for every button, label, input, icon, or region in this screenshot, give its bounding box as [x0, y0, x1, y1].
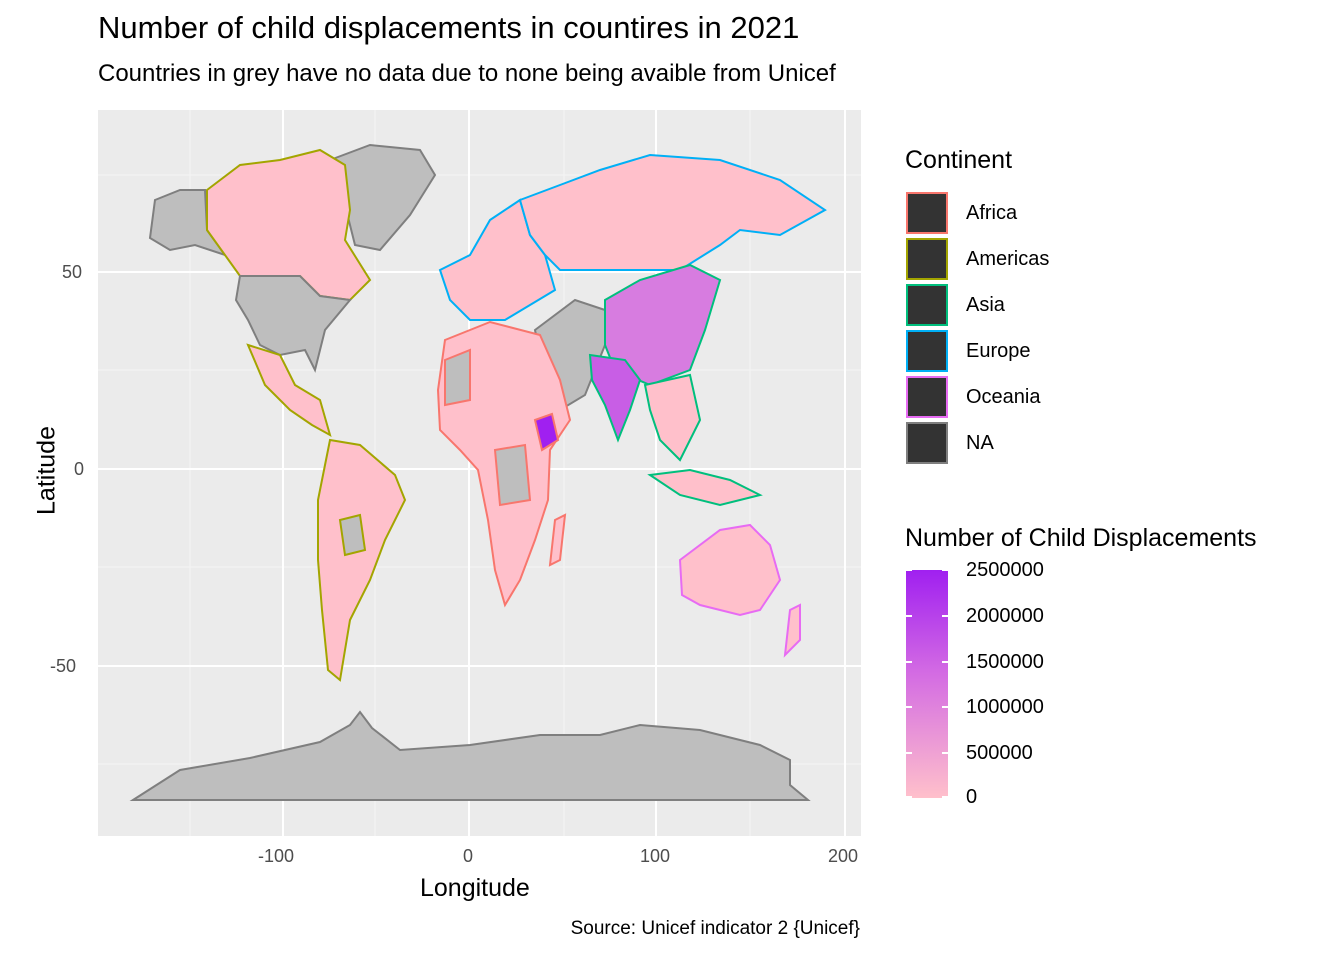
legend-label: Americas: [966, 248, 1050, 270]
region-australia: [678, 523, 782, 617]
colorbar-label: 1500000: [966, 651, 1044, 673]
region-madagascar: [548, 513, 567, 567]
fill-legend-title: Number of Child Displacements: [905, 524, 1257, 552]
region-africa-nodata-central: [493, 443, 532, 507]
colorbar-tick: [942, 706, 948, 708]
legend-label: Asia: [966, 294, 1005, 316]
region-africa-nodata-north: [444, 348, 471, 407]
colorbar-label: 1000000: [966, 696, 1044, 718]
colorbar-tick: [906, 752, 912, 754]
region-ethiopia: [533, 412, 560, 452]
colorbar-tick: [906, 615, 912, 617]
region-se-asia: [643, 373, 702, 462]
colorbar-label: 500000: [966, 742, 1033, 764]
chart-title: Number of child displacements in countir…: [98, 10, 800, 45]
colorbar-tick: [942, 661, 948, 663]
legend-key-africa: [906, 192, 948, 234]
colorbar-tick: [906, 706, 912, 708]
region-new-zealand: [783, 603, 801, 658]
legend-key-americas: [906, 238, 948, 280]
x-tick-label: -100: [258, 846, 295, 866]
y-tick-label: 50: [62, 262, 83, 282]
y-tick-label: 0: [74, 459, 85, 479]
region-canada: [206, 148, 372, 302]
colorbar-tick: [942, 796, 948, 798]
region-south-america: [317, 438, 407, 682]
region-europe: [438, 198, 557, 321]
legend-label: Africa: [966, 202, 1018, 224]
x-tick-label: 200: [828, 846, 859, 866]
region-usa: [234, 275, 352, 373]
colorbar-label: 2000000: [966, 605, 1044, 627]
legend-label: Europe: [966, 340, 1031, 362]
region-indonesia: [647, 468, 763, 507]
x-axis-title: Longitude: [420, 874, 530, 902]
chart-subtitle: Countries in grey have no data due to no…: [98, 60, 836, 87]
x-tick-label: 100: [640, 846, 671, 866]
legend-key-asia: [906, 284, 948, 326]
colorbar-tick: [906, 796, 912, 798]
colorbar-tick: [942, 615, 948, 617]
source-caption: Source: Unicef indicator 2 {Unicef}: [570, 918, 860, 939]
region-russia: [518, 153, 827, 271]
region-mexico: [246, 343, 332, 438]
fill-colorbar: [906, 570, 948, 798]
y-axis-title: Latitude: [32, 426, 61, 515]
continent-legend-title: Continent: [905, 146, 1013, 174]
legend-key-na: [906, 422, 948, 464]
colorbar-tick: [906, 661, 912, 663]
region-antarctica: [129, 710, 811, 801]
legend-key-europe: [906, 330, 948, 372]
region-india: [588, 353, 642, 443]
colorbar-label: 0: [966, 786, 978, 808]
legend-label: Oceania: [966, 386, 1041, 408]
x-tick-label: 0: [463, 846, 474, 866]
region-bolivia: [338, 513, 367, 557]
colorbar-tick: [942, 569, 948, 571]
y-tick-label: -50: [50, 656, 77, 676]
colorbar-label: 2500000: [966, 559, 1044, 581]
colorbar-tick: [942, 752, 948, 754]
colorbar-tick: [906, 569, 912, 571]
legend-label: NA: [966, 432, 994, 454]
legend-key-oceania: [906, 376, 948, 418]
